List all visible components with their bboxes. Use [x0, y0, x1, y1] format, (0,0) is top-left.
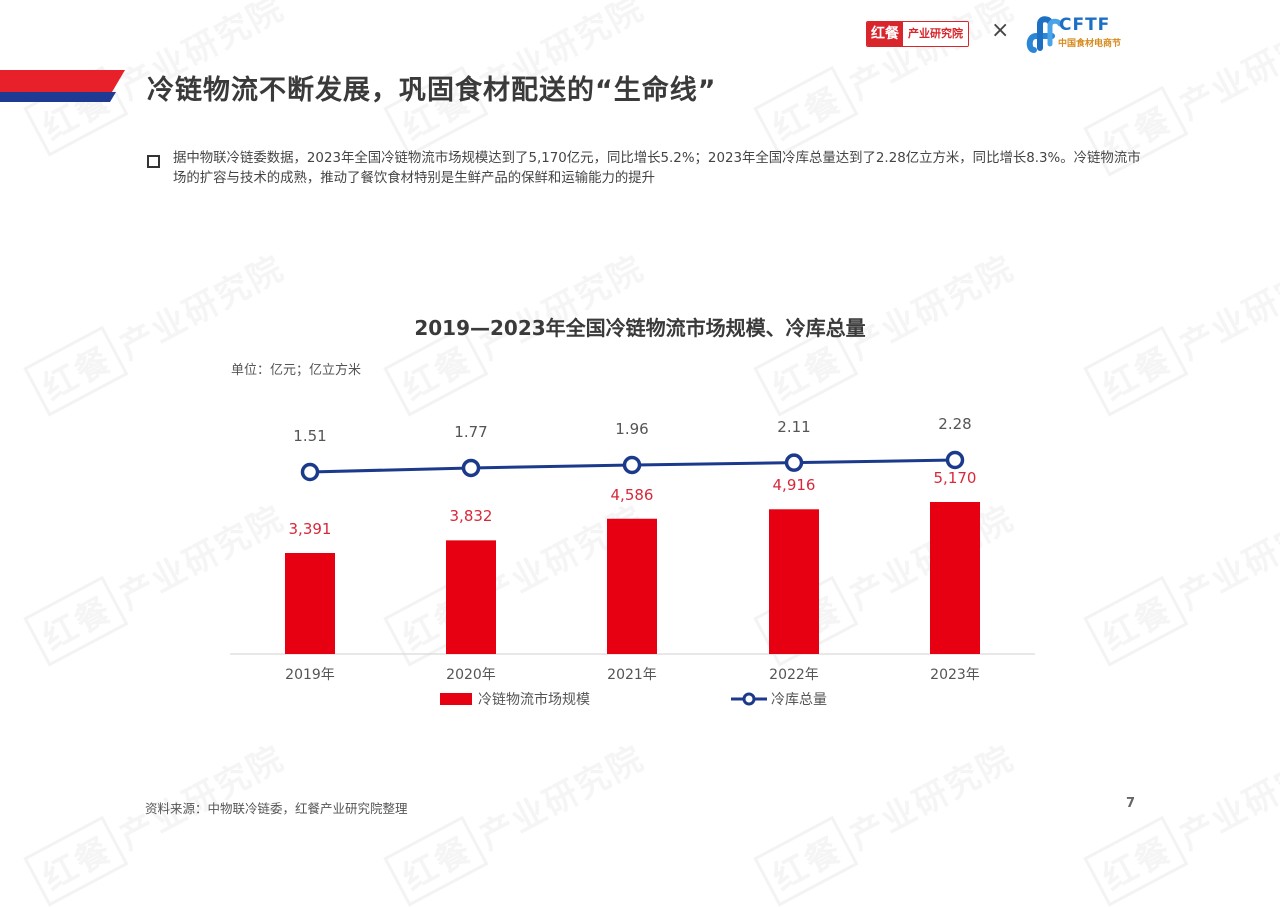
bar-value-label: 3,391 — [288, 520, 332, 538]
bullet-square-icon — [147, 155, 160, 168]
legend-item-line: 冷库总量 — [731, 689, 827, 709]
hongcan-logo: 红餐 产业研究院 — [866, 21, 969, 47]
legend-bar-label: 冷链物流市场规模 — [478, 692, 590, 708]
cftf-emblem-icon — [1026, 16, 1063, 53]
page-number: 7 — [1126, 796, 1136, 811]
line-value-label: 2.28 — [938, 415, 972, 433]
bar-2020年 — [446, 540, 496, 654]
chart-title: 2019—2023年全国冷链物流市场规模、冷库总量 — [414, 316, 866, 340]
line-marker-icon — [622, 455, 642, 475]
bar-value-label: 4,916 — [772, 476, 816, 495]
logo-mark: 红餐 — [867, 22, 903, 46]
cftf-subtext: 中国食材电商节 — [1058, 39, 1122, 49]
x-axis-label: 2022年 — [769, 667, 819, 683]
line-marker-icon — [461, 458, 481, 478]
line-series — [300, 450, 965, 482]
line-value-label: 2.11 — [777, 417, 811, 436]
line-marker-icon — [945, 450, 965, 470]
bar-2019年 — [285, 553, 335, 654]
bar-value-label: 5,170 — [933, 469, 977, 487]
logo-separator: × — [991, 18, 1010, 43]
legend-item-bar: 冷链物流市场规模 — [440, 689, 590, 709]
legend-line-label: 冷库总量 — [771, 692, 827, 708]
line-marker-icon — [300, 462, 320, 482]
line-marker-icon — [784, 453, 804, 472]
cftf-text: CFTF — [1059, 15, 1111, 35]
bar-2022年 — [769, 509, 819, 654]
bar-2023年 — [930, 502, 980, 654]
x-axis-label: 2020年 — [446, 667, 496, 683]
bar-value-label: 3,832 — [449, 507, 493, 526]
line-value-label: 1.51 — [293, 427, 327, 445]
source-note: 资料来源：中物联冷链委，红餐产业研究院整理 — [145, 801, 408, 816]
legend-line-marker-icon — [731, 692, 767, 706]
x-axis-label: 2021年 — [607, 667, 657, 683]
page-title: 冷链物流不断发展，巩固食材配送的“生命线” — [147, 75, 717, 106]
title-accent-bar — [0, 70, 125, 102]
logo-text: 产业研究院 — [903, 22, 968, 46]
bar-value-label: 4,586 — [610, 485, 654, 504]
bar-series — [285, 502, 980, 654]
chart-canvas — [230, 450, 1035, 655]
bar-2021年 — [607, 518, 657, 654]
line-value-label: 1.77 — [454, 422, 488, 441]
x-axis-label: 2023年 — [930, 667, 980, 683]
description-text: 据中物联冷链委数据，2023年全国冷链物流市场规模达到了5,170亿元，同比增长… — [173, 151, 1141, 186]
cftf-logo: CFTF 中国食材电商节 — [1026, 14, 1144, 54]
line-value-label: 1.96 — [615, 419, 649, 438]
legend-bar-swatch-icon — [440, 693, 472, 705]
unit-label: 单位：亿元；亿立方米 — [231, 363, 362, 378]
x-axis-label: 2019年 — [285, 667, 335, 683]
